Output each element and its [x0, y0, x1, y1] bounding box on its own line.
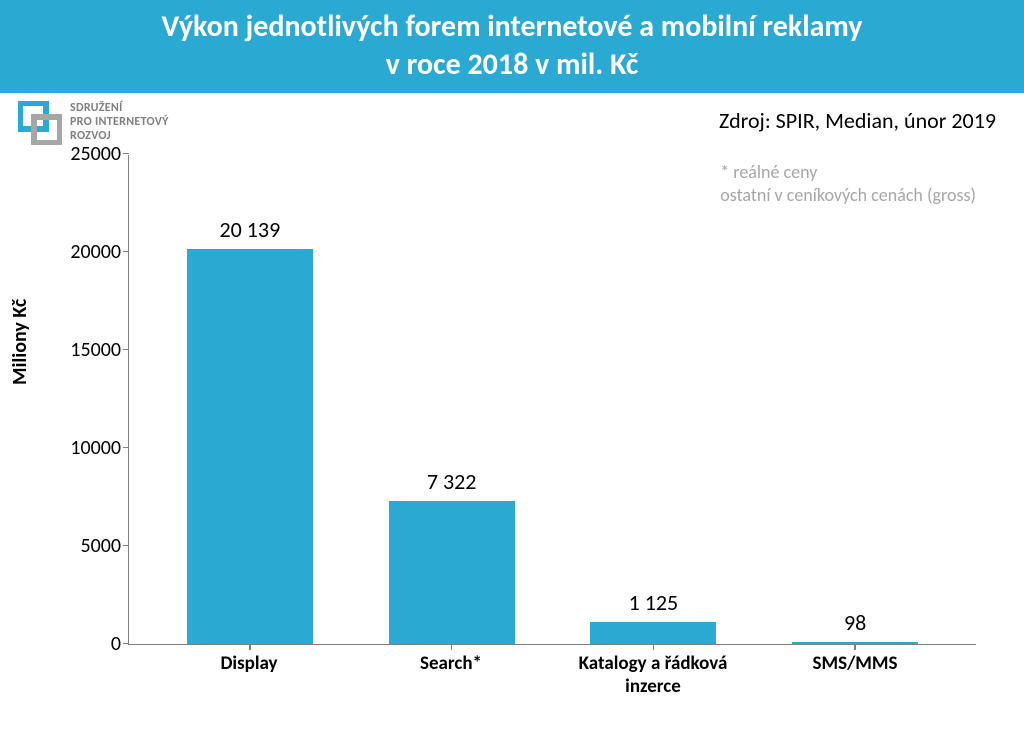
title-line-2: v roce 2018 v mil. Kč	[20, 46, 1004, 84]
y-tick-mark	[123, 153, 129, 155]
x-tick-mark	[653, 644, 655, 650]
x-axis-label: SMS/MMS	[754, 653, 956, 699]
x-axis-label: Katalogy a řádková inzerce	[552, 653, 754, 699]
bar-slot: 98	[754, 155, 956, 644]
bar	[590, 622, 716, 644]
y-tick-mark	[123, 643, 129, 645]
logo-line-2: PRO INTERNETOVÝ	[70, 116, 169, 130]
bar	[389, 501, 515, 645]
y-axis-label: Miliony Kč	[8, 299, 32, 385]
y-tick-mark	[123, 545, 129, 547]
bar-slot: 20 139	[149, 155, 351, 644]
bar-value-label: 20 139	[220, 216, 281, 243]
bar-slot: 1 125	[553, 155, 755, 644]
y-tick-label: 0	[69, 632, 121, 656]
y-tick-mark	[123, 447, 129, 449]
bar-slot: 7 322	[351, 155, 553, 644]
y-tick-label: 20000	[69, 240, 121, 264]
y-tick-mark	[123, 349, 129, 351]
x-tick-mark	[854, 644, 856, 650]
spir-logo-icon	[18, 101, 62, 145]
bar-value-label: 7 322	[427, 468, 477, 495]
bar	[187, 249, 313, 644]
y-tick-mark	[123, 251, 129, 253]
x-axis-labels: DisplaySearch*Katalogy a řádková inzerce…	[128, 645, 976, 699]
x-tick-mark	[249, 644, 251, 650]
bars-container: 20 139 7 322 1 125 98	[129, 155, 976, 644]
header-row: SDRUŽENÍ PRO INTERNETOVÝ ROZVOJ Zdroj: S…	[0, 93, 1024, 145]
y-tick-label: 10000	[69, 436, 121, 460]
x-axis-label: Display	[148, 653, 350, 699]
x-tick-mark	[451, 644, 453, 650]
spir-logo-text: SDRUŽENÍ PRO INTERNETOVÝ ROZVOJ	[70, 102, 169, 143]
bar-value-label: 98	[844, 609, 866, 636]
x-axis-label: Search*	[350, 653, 552, 699]
bar-value-label: 1 125	[629, 589, 679, 616]
spir-logo: SDRUŽENÍ PRO INTERNETOVÝ ROZVOJ	[18, 101, 169, 145]
title-line-1: Výkon jednotlivých forem internetové a m…	[20, 8, 1004, 46]
y-tick-label: 5000	[69, 534, 121, 558]
source-text: Zdroj: SPIR, Median, únor 2019	[719, 101, 996, 134]
y-tick-label: 25000	[69, 142, 121, 166]
y-tick-label: 15000	[69, 338, 121, 362]
plot-region: 20 1397 3221 12598 050001000015000200002…	[128, 155, 976, 645]
chart-title: Výkon jednotlivých forem internetové a m…	[0, 0, 1024, 93]
chart-area: Miliony Kč * reálné ceny ostatní v ceník…	[0, 145, 1024, 699]
